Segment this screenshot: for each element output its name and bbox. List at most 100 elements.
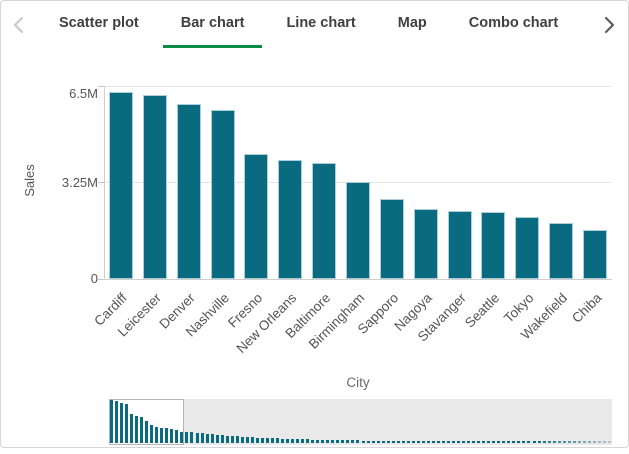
x-axis-title: City (346, 375, 370, 390)
mini-bar (240, 436, 244, 443)
mini-bar (200, 433, 204, 443)
tab-combo-chart[interactable]: Combo chart (468, 15, 559, 31)
x-axis-line (104, 279, 612, 280)
mini-bar (547, 441, 551, 443)
bar[interactable] (413, 209, 438, 279)
mini-bar (517, 441, 521, 443)
mini-bar (145, 421, 149, 443)
bar[interactable] (108, 92, 133, 279)
tab-list: Scatter plot Bar chart Line chart Map Combo … (41, 1, 576, 48)
gridline (104, 85, 612, 87)
mini-bar (150, 424, 154, 443)
bar[interactable] (583, 230, 608, 279)
mini-bar (497, 441, 501, 443)
bar[interactable] (447, 211, 472, 279)
mini-bar (170, 428, 174, 443)
mini-bar (125, 404, 129, 443)
mini-bar (582, 441, 586, 443)
mini-bar (275, 438, 279, 443)
mini-bar (381, 440, 385, 443)
mini-bar (572, 441, 576, 443)
mini-bar (286, 438, 290, 443)
y-axis-title: Sales (21, 164, 37, 197)
mini-bar (457, 441, 461, 443)
mini-bar (391, 440, 395, 443)
tab-map[interactable]: Map (397, 15, 427, 31)
mini-bar (296, 439, 300, 443)
mini-bar (185, 432, 189, 443)
mini-bar (421, 440, 425, 443)
mini-bar (587, 441, 591, 443)
mini-bar (602, 441, 606, 443)
mini-bar (331, 440, 335, 443)
mini-bar (396, 440, 400, 443)
y-axis-line (104, 86, 105, 279)
mini-bar (110, 400, 113, 443)
mini-bar (135, 415, 139, 443)
mini-bar (336, 440, 340, 443)
bar[interactable] (244, 154, 269, 279)
tab-line-chart[interactable]: Line chart (286, 15, 356, 31)
bar[interactable] (379, 199, 404, 279)
chart-scrollbar[interactable] (109, 399, 612, 445)
mini-bar (371, 440, 375, 443)
mini-bar (255, 437, 259, 443)
bar[interactable] (142, 95, 167, 279)
tab-bar: Scatter plot Bar chart Line chart Map Combo … (1, 1, 628, 48)
mini-bar (552, 441, 556, 443)
bar[interactable] (278, 160, 303, 279)
mini-bar (361, 440, 365, 443)
mini-bar (462, 441, 466, 443)
mini-bar (341, 440, 345, 443)
mini-bar (230, 435, 234, 443)
bar[interactable] (210, 110, 235, 279)
mini-bar (140, 416, 144, 443)
bar[interactable] (312, 163, 337, 279)
mini-bar (120, 402, 124, 443)
mini-bar (346, 440, 350, 443)
y-axis-tick (98, 182, 104, 183)
mini-bar (165, 427, 169, 443)
mini-bar (512, 441, 516, 443)
chevron-left-icon[interactable] (3, 1, 33, 48)
mini-bar (477, 441, 481, 443)
chevron-right-icon[interactable] (594, 1, 624, 48)
mini-bar (326, 439, 330, 443)
bar[interactable] (176, 104, 201, 279)
mini-bar (431, 441, 435, 443)
mini-bar (210, 434, 214, 443)
mini-bar (441, 441, 445, 443)
mini-bar (567, 441, 571, 443)
mini-bar (447, 441, 450, 443)
mini-bar (250, 437, 254, 443)
y-axis-tick-label: 3.25M (61, 174, 98, 190)
mini-bar (220, 435, 224, 443)
mini-bar (562, 441, 566, 443)
mini-bar (316, 439, 320, 443)
bar[interactable] (515, 217, 540, 279)
tab-bar-chart[interactable]: Bar chart (162, 1, 263, 48)
tab-scatter-plot[interactable]: Scatter plot (59, 15, 139, 31)
mini-bar (311, 439, 315, 443)
mini-bar (245, 436, 249, 443)
mini-bar (452, 441, 456, 443)
mini-bar (537, 441, 541, 443)
mini-bar (607, 441, 611, 443)
mini-bar (467, 441, 471, 443)
bar[interactable] (549, 223, 574, 279)
mini-bar (291, 438, 295, 443)
mini-bar (130, 414, 134, 443)
mini-bar (175, 430, 179, 443)
mini-bar (115, 401, 119, 443)
bar[interactable] (481, 212, 506, 279)
mini-bar (386, 440, 390, 443)
mini-bar (235, 436, 239, 443)
mini-bar (507, 441, 511, 443)
mini-bar (321, 439, 325, 443)
bar[interactable] (346, 182, 370, 279)
scrollbar-track[interactable] (109, 399, 612, 445)
mini-bar (351, 440, 355, 443)
mini-bar (265, 437, 269, 443)
mini-bar (592, 441, 596, 443)
mini-bar (260, 437, 264, 443)
